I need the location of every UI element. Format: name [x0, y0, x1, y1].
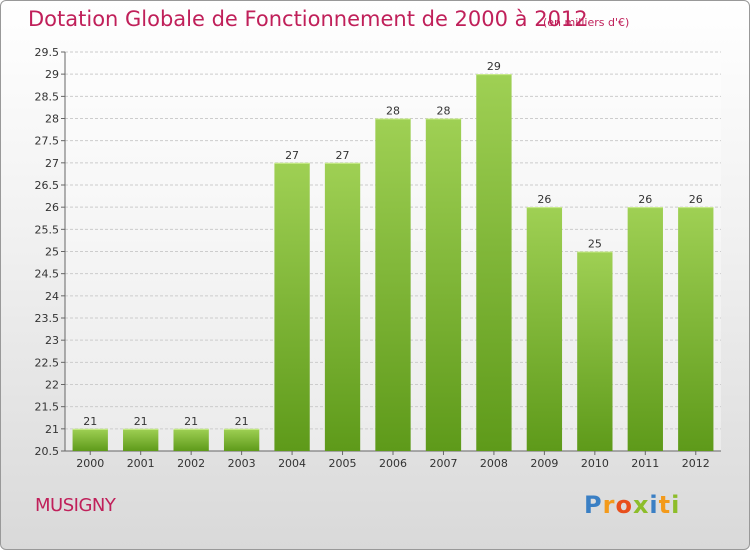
bar [577, 251, 613, 451]
bar [627, 207, 663, 451]
y-tick-label: 22.5 [35, 356, 60, 369]
y-tick-label: 23.5 [35, 312, 60, 325]
x-tick-label: 2003 [228, 457, 256, 470]
data-label: 28 [436, 105, 450, 118]
y-tick-label: 27 [45, 157, 59, 170]
chart-unit: (en milliers d'€) [543, 16, 630, 29]
y-tick-label: 21.5 [35, 401, 60, 414]
data-label: 21 [235, 415, 249, 428]
bar [173, 428, 209, 451]
logo-letter: t [658, 491, 672, 519]
logo-letter: x [632, 491, 650, 519]
x-tick-label: 2002 [177, 457, 205, 470]
bar [425, 118, 462, 451]
data-label: 26 [638, 193, 652, 206]
logo-letter: P [584, 491, 603, 519]
data-label: 25 [588, 238, 602, 251]
x-tick-label: 2005 [329, 457, 357, 470]
x-tick-label: 2006 [379, 457, 407, 470]
y-tick-label: 26.5 [35, 179, 60, 192]
bar [476, 74, 512, 452]
logo-letter: o [615, 491, 633, 519]
data-label: 21 [184, 415, 198, 428]
x-tick-label: 2000 [76, 457, 104, 470]
data-label: 26 [689, 193, 703, 206]
commune-name: MUSIGNY [35, 495, 116, 516]
bar [123, 428, 159, 451]
y-tick-label: 23 [45, 334, 59, 347]
data-label: 28 [386, 105, 400, 118]
bar [72, 428, 108, 451]
y-tick-label: 29.5 [35, 46, 60, 59]
logo-letter: i [649, 491, 659, 519]
y-tick-label: 28.5 [35, 90, 60, 103]
y-tick-label: 26 [45, 201, 59, 214]
bar [526, 207, 563, 451]
proxiti-logo[interactable]: Proxiti [584, 491, 680, 519]
x-tick-label: 2001 [127, 457, 155, 470]
y-tick-label: 24.5 [35, 268, 60, 281]
x-tick-label: 2007 [429, 457, 457, 470]
data-label: 29 [487, 60, 501, 73]
y-tick-label: 28 [45, 113, 59, 126]
data-label: 26 [537, 193, 551, 206]
data-label: 27 [336, 149, 350, 162]
bar [324, 162, 361, 452]
x-tick-label: 2009 [530, 457, 558, 470]
y-tick-label: 21 [45, 423, 59, 436]
y-tick-label: 20.5 [35, 445, 60, 458]
x-tick-label: 2004 [278, 457, 306, 470]
bar [375, 118, 411, 451]
y-tick-label: 25 [45, 246, 59, 259]
bar [274, 162, 310, 452]
data-label: 21 [134, 415, 148, 428]
x-tick-label: 2011 [631, 457, 659, 470]
y-tick-label: 24 [45, 290, 59, 303]
chart-title: Dotation Globale de Fonctionnement de 20… [28, 7, 588, 31]
y-tick-label: 27.5 [35, 135, 60, 148]
y-tick-label: 22 [45, 379, 59, 392]
y-tick-label: 25.5 [35, 223, 60, 236]
bar [678, 207, 714, 451]
logo-letter: r [602, 491, 616, 519]
x-tick-label: 2012 [682, 457, 710, 470]
data-label: 27 [285, 149, 299, 162]
bar [223, 428, 260, 451]
y-tick-label: 29 [45, 68, 59, 81]
logo-letter: i [671, 491, 681, 519]
data-label: 21 [83, 415, 97, 428]
x-tick-label: 2010 [581, 457, 609, 470]
x-tick-label: 2008 [480, 457, 508, 470]
